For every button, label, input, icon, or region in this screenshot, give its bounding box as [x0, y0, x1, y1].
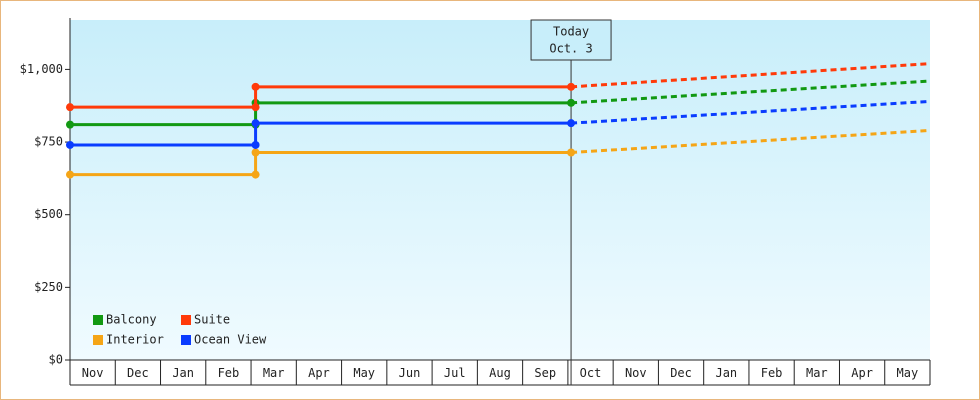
y-tick-label: $250	[34, 280, 63, 294]
point	[251, 140, 260, 149]
x-tick-label: Oct	[580, 366, 602, 380]
legend-swatch	[181, 315, 191, 325]
today-label: Oct. 3	[549, 42, 592, 56]
point	[567, 119, 576, 128]
x-tick-label: Jul	[444, 366, 466, 380]
point	[66, 140, 74, 149]
today-label: Today	[553, 25, 589, 39]
series-line	[70, 121, 572, 147]
legend-swatch	[181, 335, 191, 345]
plot-area	[70, 20, 930, 360]
x-tick-label: Feb	[761, 366, 783, 380]
today-box	[530, 19, 612, 61]
point	[251, 148, 260, 157]
point	[251, 119, 260, 128]
x-tick-label: Sep	[534, 366, 556, 380]
series-line	[70, 85, 572, 109]
x-tick-label: Jun	[399, 366, 421, 380]
point	[567, 148, 576, 157]
x-tick-label: Dec	[670, 366, 692, 380]
legend-label: Interior	[106, 333, 164, 347]
x-tick-label: Dec	[127, 366, 149, 380]
legend-label: Balcony	[106, 313, 157, 327]
point	[251, 82, 260, 91]
x-tick-label: Jan	[715, 366, 737, 380]
y-tick-label: $0	[49, 353, 63, 367]
x-tick-label: Apr	[308, 366, 330, 380]
x-tick-label: Nov	[82, 366, 104, 380]
series-line	[70, 151, 572, 177]
y-tick-label: $750	[34, 135, 63, 149]
point	[251, 103, 260, 112]
x-tick-label: Aug	[489, 366, 511, 380]
y-tick-label: $500	[34, 207, 63, 221]
point	[251, 170, 260, 179]
point	[567, 98, 576, 107]
legend-swatch	[93, 335, 103, 345]
legend-swatch	[93, 315, 103, 325]
legend-label: Ocean View	[194, 333, 267, 347]
legend-label: Suite	[194, 313, 230, 327]
point	[66, 103, 74, 112]
x-tick-label: Feb	[218, 366, 240, 380]
y-tick-label: $1,000	[20, 62, 63, 76]
point	[66, 120, 74, 129]
series-line	[70, 101, 572, 127]
point	[66, 170, 74, 179]
x-tick-label: May	[897, 366, 919, 380]
x-tick-label: Mar	[263, 366, 285, 380]
x-tick-label: Apr	[851, 366, 873, 380]
x-tick-label: Jan	[172, 366, 194, 380]
point	[567, 82, 576, 91]
x-tick-label: Nov	[625, 366, 647, 380]
x-tick-label: Mar	[806, 366, 828, 380]
x-tick-label: May	[353, 366, 375, 380]
